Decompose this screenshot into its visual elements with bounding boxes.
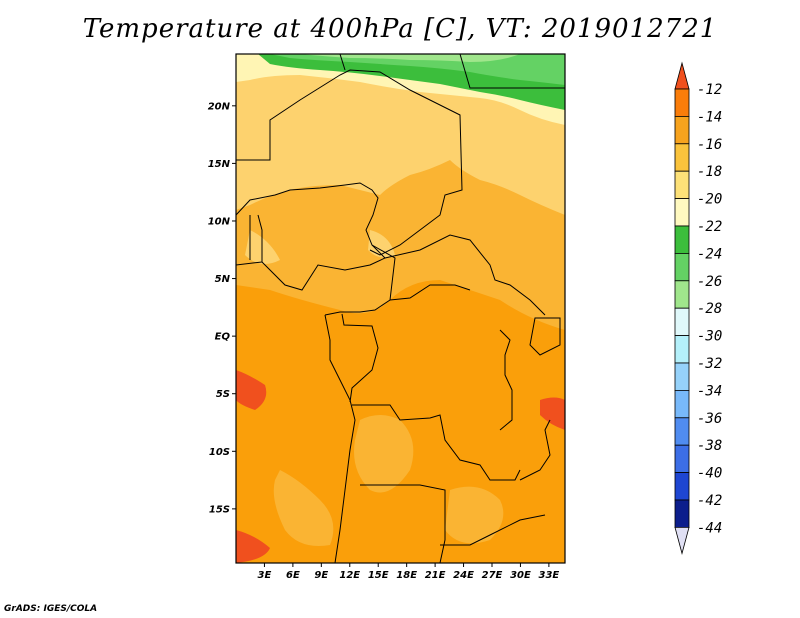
colorbar-segment [674,252,690,282]
border-drc-east [499,329,513,431]
border-drc-north [389,284,471,301]
colorbar-segment [674,444,690,474]
colorbar-label: -22 [697,219,722,235]
longitude-axis: 3E 6E 9E 12E 15E 18E 21E 24E 27E 30E 33E [258,563,560,581]
border-cameroon [324,244,396,316]
colorbar-label: -24 [697,246,722,262]
colorbar-top-triangle [674,61,690,90]
colorbar-bottom-triangle [674,527,690,555]
colorbar-segment [674,472,690,501]
colorbar-segment [674,225,690,254]
coast-gulf-guinea [236,261,263,266]
colorbar-label: -38 [697,438,722,454]
colorbar-segment [674,335,690,364]
lon-tick-label: 33E [539,570,560,581]
lat-tick-label: EQ [215,332,231,343]
border-gabon-congo [341,313,379,403]
colorbar-label: -32 [697,356,722,372]
latitude-axis: 20N 15N 10N 5N EQ 5S 10S 15S [208,101,236,515]
lon-tick-label: 24E [453,570,474,581]
border-tanzania [519,419,551,481]
colorbar-segment [674,417,690,446]
colorbar-segment [674,143,690,172]
lat-tick-label: 10S [209,447,230,458]
field-28-26 [300,54,520,62]
colorbar-segment [674,280,690,309]
colorbar-label: -36 [697,411,722,427]
colorbar-label: -16 [697,137,722,153]
lat-tick-label: 15N [208,159,231,170]
border-angola-drc [352,404,521,481]
lon-tick-label: 12E [339,570,360,581]
field-patch-5 [445,486,504,544]
colorbar-segment [674,88,690,117]
colorbar-label: -14 [697,109,722,125]
lat-tick-label: 15S [209,504,230,515]
lon-tick-label: 18E [396,570,417,581]
lon-tick-label: 15E [368,570,389,581]
field-patch-3 [354,415,414,493]
lon-tick-label: 6E [286,570,300,581]
colorbar-segment [674,170,690,199]
lon-tick-label: 27E [482,570,503,581]
lon-tick-label: 30E [510,570,531,581]
field-warm-1 [236,370,267,410]
colorbar-label: -44 [697,520,722,536]
temperature-field [236,54,565,563]
colorbar-label: -18 [697,164,722,180]
chart-title: Temperature at 400hPa [C], VT: 201901272… [82,14,718,44]
border-libya [339,54,565,89]
grads-credit: GrADS: IGES/COLA [4,604,98,614]
lon-tick-label: 3E [258,570,272,581]
lat-tick-label: 5S [216,389,230,400]
field-warm-3 [540,397,565,430]
lake-victoria [529,317,561,356]
colorbar-segment [674,499,690,528]
colorbar-label: -20 [697,192,722,208]
border-nigeria [236,182,386,291]
country-borders [236,54,565,563]
field-patch-4 [273,470,334,546]
lat-tick-label: 10N [208,216,231,227]
lat-tick-label: 5N [215,274,231,285]
lon-tick-label: 9E [314,570,328,581]
colorbar-label: -42 [697,493,722,509]
map-frame [235,53,566,564]
colorbar-label: -28 [697,301,722,317]
colorbar-label: -34 [697,383,722,399]
border-zambia-south [440,514,546,546]
field-warm-2 [236,530,270,563]
colorbar: -12 -14 -16 -18 -20 -22 -24 -26 -28 -30 -32 -34 -36 -… [674,61,722,555]
colorbar-segment [674,307,690,337]
colorbar-label: -26 [697,274,722,290]
colorbar-segment [674,116,690,145]
border-angola-south [360,484,446,563]
coast-west [324,314,356,563]
colorbar-segment [674,198,690,227]
field-26-24 [270,54,565,85]
colorbar-segment [674,389,690,419]
colorbar-label: -12 [697,82,722,98]
lon-tick-label: 21E [425,570,446,581]
border-benin-togo [249,214,263,262]
colorbar-label: -40 [697,466,722,482]
colorbar-label: -30 [697,329,722,345]
border-niger-chad [236,69,463,256]
colorbar-segment [674,362,690,391]
border-car [384,234,546,316]
lat-tick-label: 20N [208,101,231,112]
